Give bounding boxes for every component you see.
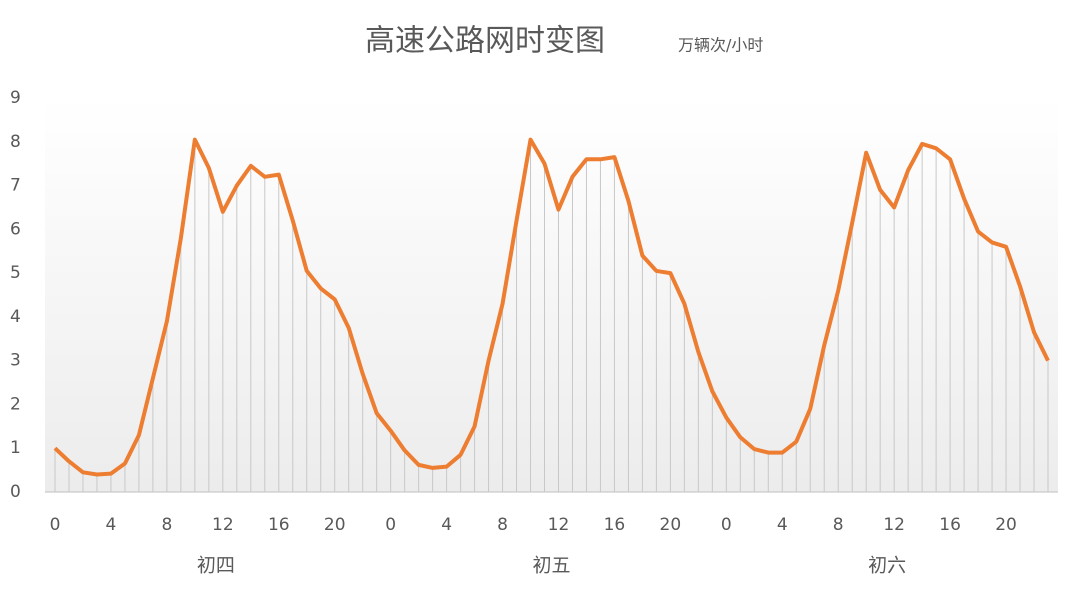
x-tick-label: 0 bbox=[721, 515, 732, 535]
y-tick-label: 3 bbox=[10, 351, 21, 371]
x-tick-label: 8 bbox=[833, 515, 844, 535]
y-tick-label: 0 bbox=[10, 482, 21, 502]
x-tick-label: 16 bbox=[939, 515, 961, 535]
y-tick-label: 7 bbox=[10, 176, 21, 196]
x-tick-label: 20 bbox=[995, 515, 1017, 535]
group-label: 初六 bbox=[868, 555, 906, 577]
x-tick-label: 8 bbox=[161, 515, 172, 535]
y-tick-label: 4 bbox=[10, 307, 21, 327]
x-tick-label: 0 bbox=[385, 515, 396, 535]
x-tick-label: 12 bbox=[212, 515, 234, 535]
x-tick-label: 16 bbox=[268, 515, 290, 535]
x-tick-label: 12 bbox=[548, 515, 570, 535]
y-tick-label: 2 bbox=[10, 394, 21, 414]
plot-background bbox=[45, 98, 1058, 492]
y-tick-label: 8 bbox=[10, 132, 21, 152]
x-tick-label: 0 bbox=[50, 515, 61, 535]
y-tick-label: 1 bbox=[10, 438, 21, 458]
chart-title: 高速公路网时变图 bbox=[365, 24, 605, 59]
x-tick-label: 12 bbox=[883, 515, 905, 535]
data-line bbox=[53, 137, 1050, 477]
chart-subtitle: 万辆次/小时 bbox=[678, 36, 763, 55]
x-tick-label: 16 bbox=[604, 515, 626, 535]
x-tick-label: 20 bbox=[660, 515, 682, 535]
group-label: 初四 bbox=[197, 555, 235, 577]
group-label: 初五 bbox=[532, 555, 570, 577]
x-tick-label: 20 bbox=[324, 515, 346, 535]
y-tick-label: 5 bbox=[10, 263, 21, 283]
y-tick-label: 6 bbox=[10, 219, 21, 239]
x-tick-label: 4 bbox=[441, 515, 452, 535]
x-tick-label: 4 bbox=[106, 515, 117, 535]
x-tick-label: 8 bbox=[497, 515, 508, 535]
y-tick-label: 9 bbox=[10, 88, 21, 108]
x-tick-label: 4 bbox=[777, 515, 788, 535]
